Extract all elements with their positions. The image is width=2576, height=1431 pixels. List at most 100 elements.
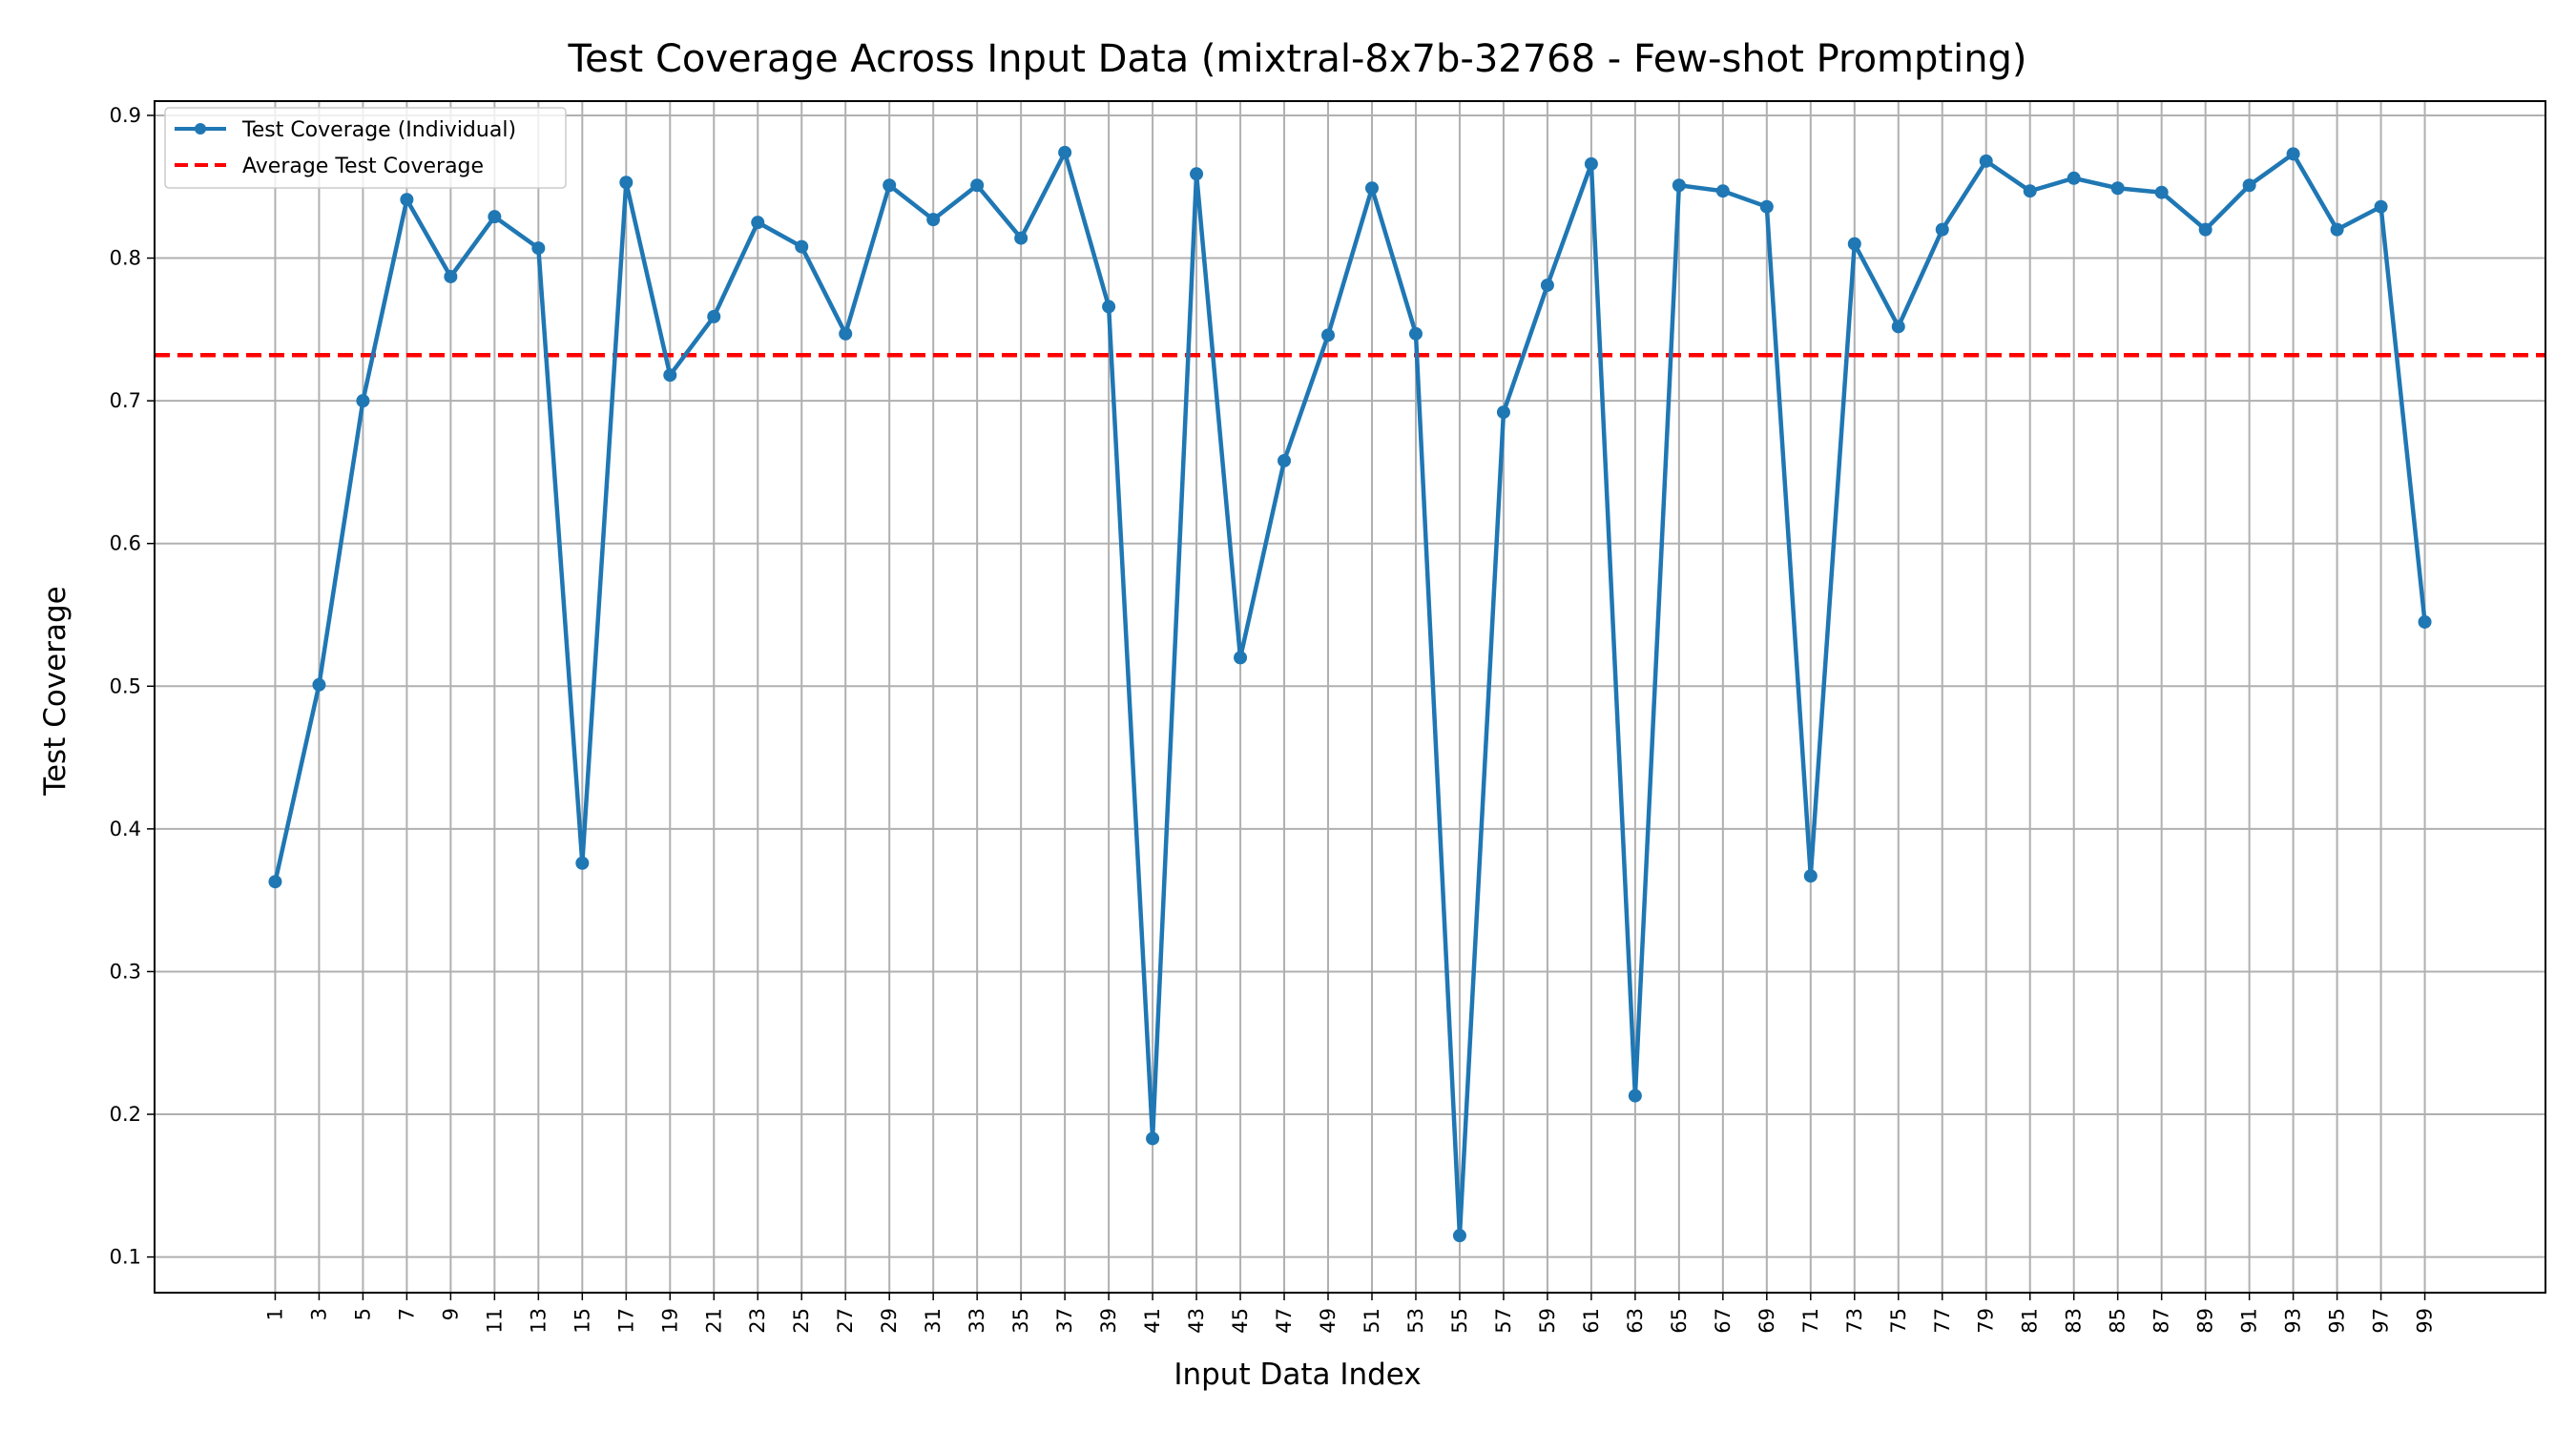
y-axis-ticks: 0.1 0.2 0.3 0.4 0.5 0.6 0.7 0.8 0.9 — [110, 104, 155, 1269]
x-tick-label: 81 — [2019, 1308, 2042, 1334]
data-point — [2154, 185, 2169, 199]
data-point — [1672, 178, 1686, 193]
y-tick-label: 0.3 — [110, 960, 141, 983]
data-point — [1891, 320, 1905, 334]
x-tick-label: 29 — [878, 1308, 901, 1334]
series-group — [268, 145, 2432, 1243]
data-point — [1408, 326, 1423, 341]
x-tick-label: 67 — [1712, 1308, 1735, 1334]
grid — [155, 101, 2545, 1293]
data-point — [1234, 651, 1248, 665]
x-tick-label: 13 — [527, 1308, 550, 1334]
x-tick-label: 27 — [834, 1308, 857, 1334]
x-tick-label: 87 — [2150, 1308, 2173, 1334]
legend-marker-individual — [195, 123, 206, 135]
x-tick-label: 17 — [614, 1308, 637, 1334]
x-tick-label: 69 — [1755, 1308, 1778, 1334]
x-tick-label: 61 — [1580, 1308, 1603, 1334]
x-tick-label: 91 — [2238, 1308, 2261, 1334]
data-point — [619, 176, 634, 190]
data-point — [751, 216, 765, 230]
x-tick-label: 33 — [966, 1308, 988, 1334]
data-point — [1146, 1131, 1160, 1146]
data-point — [1759, 199, 1774, 214]
legend-label-individual: Test Coverage (Individual) — [241, 118, 516, 142]
x-tick-label: 39 — [1097, 1308, 1120, 1334]
x-tick-label: 55 — [1448, 1308, 1471, 1334]
y-tick-label: 0.8 — [110, 247, 141, 270]
x-tick-label: 59 — [1536, 1308, 1559, 1334]
x-tick-label: 75 — [1887, 1308, 1910, 1334]
data-point — [1014, 231, 1028, 245]
data-point — [1803, 869, 1818, 883]
x-tick-label: 97 — [2370, 1308, 2393, 1334]
x-tick-label: 5 — [351, 1308, 374, 1320]
x-tick-label: 37 — [1053, 1308, 1076, 1334]
x-tick-label: 51 — [1361, 1308, 1383, 1334]
x-tick-label: 73 — [1843, 1308, 1866, 1334]
chart-title: Test Coverage Across Input Data (mixtral… — [567, 37, 2026, 81]
data-point — [2198, 222, 2212, 237]
x-tick-label: 47 — [1273, 1308, 1296, 1334]
x-tick-label: 45 — [1229, 1308, 1252, 1334]
data-point — [707, 309, 721, 323]
y-axis-label: Test Coverage — [38, 586, 73, 796]
x-tick-label: 31 — [922, 1308, 945, 1334]
x-tick-label: 35 — [1009, 1308, 1032, 1334]
x-tick-label: 7 — [395, 1308, 418, 1320]
data-point — [1278, 453, 1292, 467]
data-point — [2330, 222, 2344, 237]
data-point — [400, 193, 414, 207]
data-point — [2286, 147, 2300, 161]
data-point — [312, 677, 326, 692]
x-tick-label: 71 — [1799, 1308, 1822, 1334]
y-tick-label: 0.1 — [110, 1246, 141, 1269]
x-tick-label: 41 — [1141, 1308, 1164, 1334]
y-tick-label: 0.6 — [110, 532, 141, 555]
data-point — [663, 368, 677, 383]
data-point — [356, 394, 370, 408]
x-axis-label: Input Data Index — [1174, 1358, 1421, 1392]
data-point — [1364, 181, 1379, 196]
y-tick-label: 0.4 — [110, 818, 141, 840]
data-point — [2418, 614, 2432, 629]
data-point — [2110, 181, 2125, 196]
data-point — [1321, 328, 1336, 342]
series-line — [273, 150, 2427, 1238]
x-tick-label: 57 — [1492, 1308, 1515, 1334]
x-tick-label: 53 — [1404, 1308, 1427, 1334]
data-point — [488, 210, 502, 224]
data-point — [1935, 222, 1949, 237]
x-tick-label: 23 — [746, 1308, 769, 1334]
x-tick-label: 79 — [1975, 1308, 1998, 1334]
data-point — [926, 213, 941, 227]
x-tick-label: 1 — [263, 1308, 286, 1320]
data-point — [2067, 171, 2081, 185]
x-tick-label: 99 — [2414, 1308, 2437, 1334]
x-tick-label: 25 — [790, 1308, 813, 1334]
data-point — [1584, 156, 1598, 171]
data-point — [2374, 199, 2388, 214]
plot-frame — [154, 100, 2546, 1294]
data-point — [2242, 178, 2256, 193]
data-point — [2023, 184, 2037, 198]
x-axis-ticks: 1 3 5 7 9 11 13 15 17 19 21 23 25 27 29 31 33 35 37 39 41 43 4… — [263, 1293, 2437, 1334]
data-point — [1496, 405, 1510, 420]
x-tick-label: 65 — [1668, 1308, 1691, 1334]
x-tick-label: 49 — [1317, 1308, 1340, 1334]
x-tick-label: 85 — [2107, 1308, 2129, 1334]
y-tick-label: 0.9 — [110, 104, 141, 127]
x-tick-label: 11 — [483, 1308, 506, 1334]
x-tick-label: 83 — [2063, 1308, 2086, 1334]
data-point — [1628, 1089, 1642, 1103]
y-tick-label: 0.5 — [110, 674, 141, 697]
x-tick-label: 77 — [1931, 1308, 1954, 1334]
data-point — [1715, 184, 1730, 198]
data-point — [268, 875, 282, 889]
data-point — [1102, 300, 1116, 314]
data-point — [1058, 145, 1072, 159]
data-point — [839, 326, 853, 341]
legend-label-average: Average Test Coverage — [242, 155, 484, 178]
x-tick-label: 15 — [571, 1308, 593, 1334]
